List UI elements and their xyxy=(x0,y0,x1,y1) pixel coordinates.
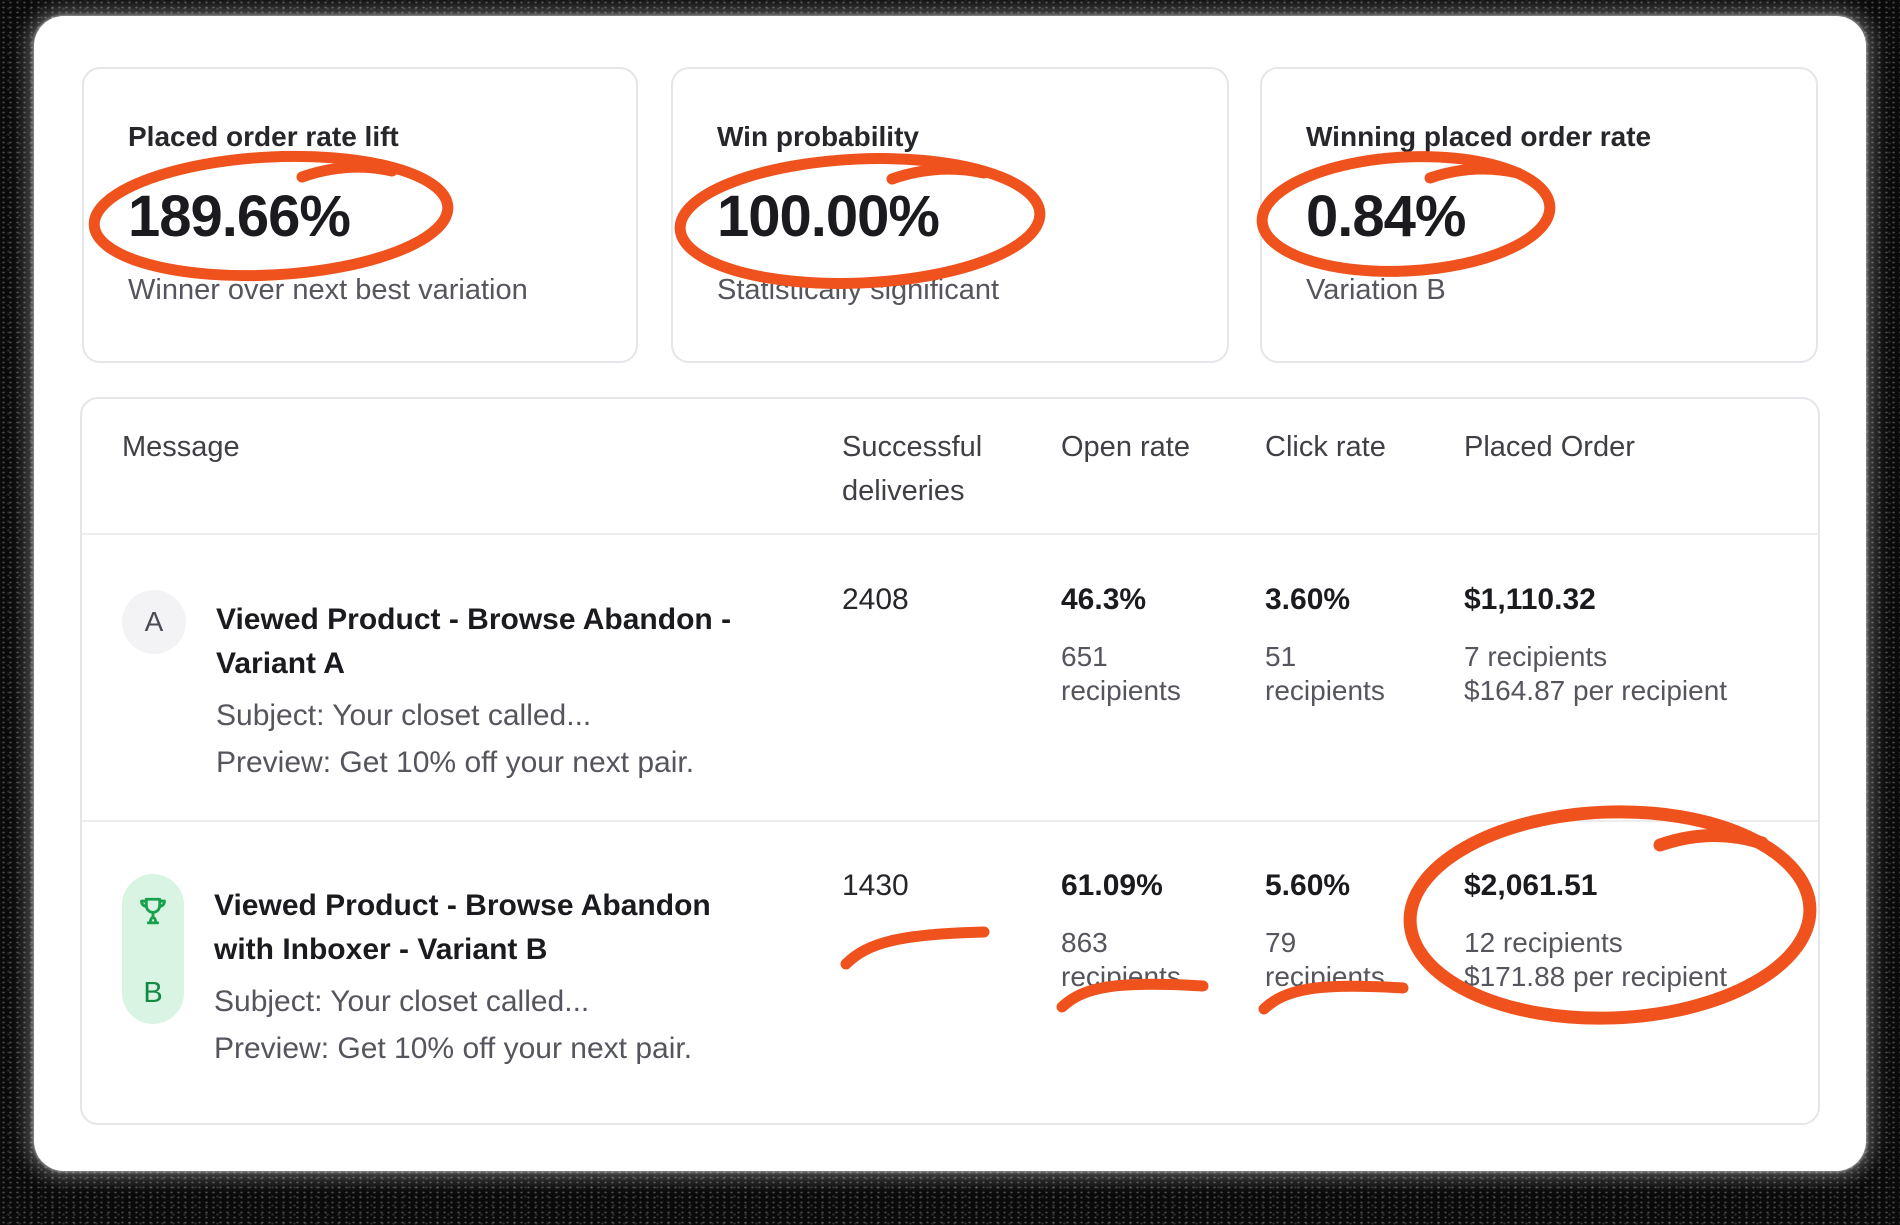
placed-order-recipients: 12 recipients $171.88 per recipient xyxy=(1464,927,1728,992)
open-rate-value: 61.09% xyxy=(1061,869,1163,902)
open-rate-recipients: 863 recipients xyxy=(1061,927,1181,992)
variant-b-winner-badge: B xyxy=(122,874,184,1024)
variant-letter: B xyxy=(143,977,163,1009)
stat-subtext: Variation B xyxy=(1306,274,1446,306)
stat-label: Winning placed order rate xyxy=(1306,121,1652,152)
click-rate-value: 5.60% xyxy=(1265,869,1351,902)
stat-card-winning-placed-order-rate: Winning placed order rate 0.84% Variatio… xyxy=(1260,67,1818,363)
trophy-icon xyxy=(140,897,166,925)
successful-deliveries-value: 2408 xyxy=(842,583,909,616)
stat-subtext: Statistically significant xyxy=(717,274,1000,306)
stat-subtext: Winner over next best variation xyxy=(128,274,528,306)
stat-label: Placed order rate lift xyxy=(128,121,399,152)
column-header-message: Message xyxy=(122,431,240,463)
stat-label: Win probability xyxy=(717,121,919,152)
stat-value: 0.84% xyxy=(1306,184,1466,249)
placed-order-value: $2,061.51 xyxy=(1464,869,1598,902)
successful-deliveries-value: 1430 xyxy=(842,869,909,902)
message-preview: Preview: Get 10% off your next pair. xyxy=(216,746,695,779)
message-cell: B Viewed Product - Browse Abandon with In… xyxy=(122,868,842,1072)
column-header-placed-order: Placed Order xyxy=(1464,431,1635,463)
table-row-variant-b: B Viewed Product - Browse Abandon with In… xyxy=(82,820,1818,1123)
stat-card-win-probability: Win probability 100.00% Statistically si… xyxy=(671,67,1229,363)
table-row-variant-a: A Viewed Product - Browse Abandon - Varia… xyxy=(82,535,1818,820)
report-panel: Placed order rate lift 189.66% Winner ov… xyxy=(34,16,1866,1171)
placed-order-value: $1,110.32 xyxy=(1464,583,1596,616)
stat-card-placed-order-rate-lift: Placed order rate lift 189.66% Winner ov… xyxy=(82,67,638,363)
click-rate-recipients: 79 recipients xyxy=(1265,927,1385,992)
message-subject: Subject: Your closet called... xyxy=(214,985,590,1018)
ab-test-results-table: Message Successful deliveries Open rate … xyxy=(80,397,1820,1125)
stat-value: 100.00% xyxy=(717,184,940,249)
click-rate-recipients: 51 recipients xyxy=(1265,641,1385,706)
stat-value: 189.66% xyxy=(128,184,351,249)
variant-a-badge: A xyxy=(122,590,186,654)
message-subject: Subject: Your closet called... xyxy=(216,699,592,732)
message-preview: Preview: Get 10% off your next pair. xyxy=(214,1032,693,1065)
placed-order-recipients: 7 recipients $164.87 per recipient xyxy=(1464,641,1728,706)
variant-letter: A xyxy=(144,606,164,637)
open-rate-recipients: 651 recipients xyxy=(1061,641,1181,706)
column-header-open-rate: Open rate xyxy=(1061,431,1190,463)
open-rate-value: 46.3% xyxy=(1061,583,1147,616)
message-title: Viewed Product - Browse Abandon - Variant… xyxy=(216,603,732,680)
column-header-successful-deliveries: Successful deliveries xyxy=(842,431,983,507)
column-header-click-rate: Click rate xyxy=(1265,431,1386,463)
message-title: Viewed Product - Browse Abandon with Inbo… xyxy=(214,889,711,966)
table-header-row: Message Successful deliveries Open rate … xyxy=(82,399,1818,535)
click-rate-value: 3.60% xyxy=(1265,583,1351,616)
message-cell: A Viewed Product - Browse Abandon - Varia… xyxy=(122,582,842,786)
